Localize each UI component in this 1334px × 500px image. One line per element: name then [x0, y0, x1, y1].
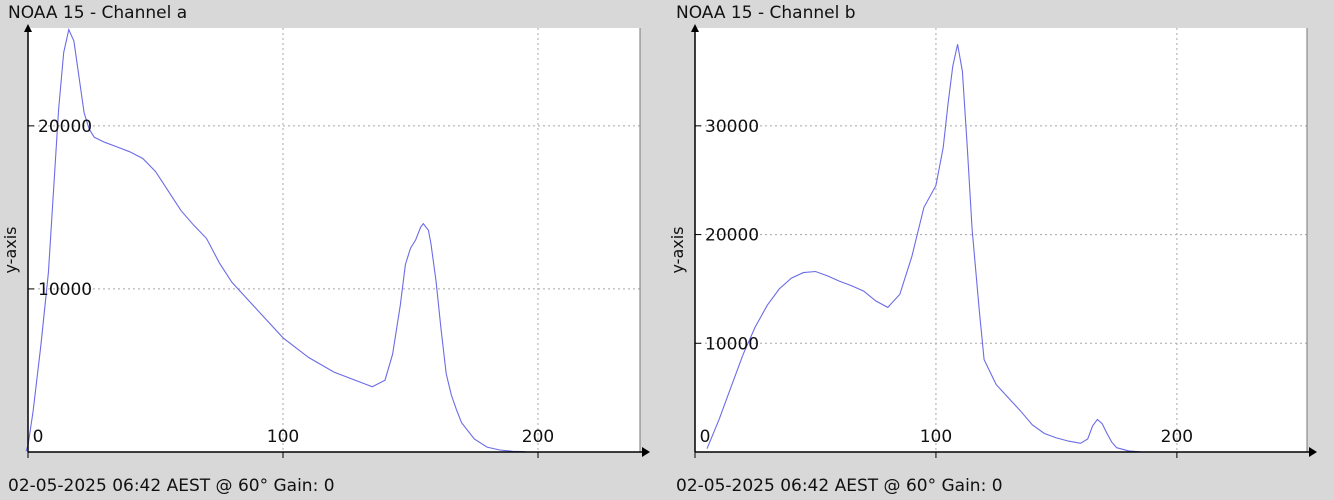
chart-a-footer: 02-05-2025 06:42 AEST @ 60° Gain: 0	[8, 476, 340, 496]
chart-a-y-tick-label: 20000	[38, 117, 92, 137]
chart-a-x-tick-label: 0	[33, 427, 44, 447]
chart-a-title: NOAA 15 - Channel a	[8, 3, 188, 23]
chart-b-y-tick-label: 10000	[705, 334, 759, 354]
chart-a-y-axis-arrow	[24, 24, 32, 32]
chart-b-x-axis-arrow	[1309, 447, 1317, 457]
chart-b-y-axis-label: y-axis	[668, 226, 687, 273]
chart-b-footer: 02-05-2025 06:42 AEST @ 60° Gain: 0	[676, 476, 1008, 496]
chart-a-x-axis-arrow	[642, 447, 650, 457]
chart-b-title: NOAA 15 - Channel b	[676, 3, 856, 23]
chart-a-x-tick-label: 200	[522, 427, 554, 447]
chart-b-y-axis-arrow	[691, 24, 699, 32]
chart-b-plot-background	[695, 28, 1307, 452]
chart-a-series-line	[25, 27, 526, 453]
chart-a-x-tick-label: 100	[267, 427, 299, 447]
chart-b-y-tick-label: 20000	[705, 226, 759, 246]
chart-b-x-tick-label: 100	[920, 427, 952, 447]
chart-b-series-line	[706, 44, 1141, 453]
chart-a-plot-background	[28, 28, 640, 452]
chart-b-x-tick-label: 200	[1161, 427, 1193, 447]
chart-b-x-tick-label: 0	[700, 427, 711, 447]
chart-a-y-tick-label: 10000	[38, 280, 92, 300]
chart-b-y-tick-label: 30000	[705, 117, 759, 137]
chart-a-y-axis-label: y-axis	[1, 226, 20, 273]
